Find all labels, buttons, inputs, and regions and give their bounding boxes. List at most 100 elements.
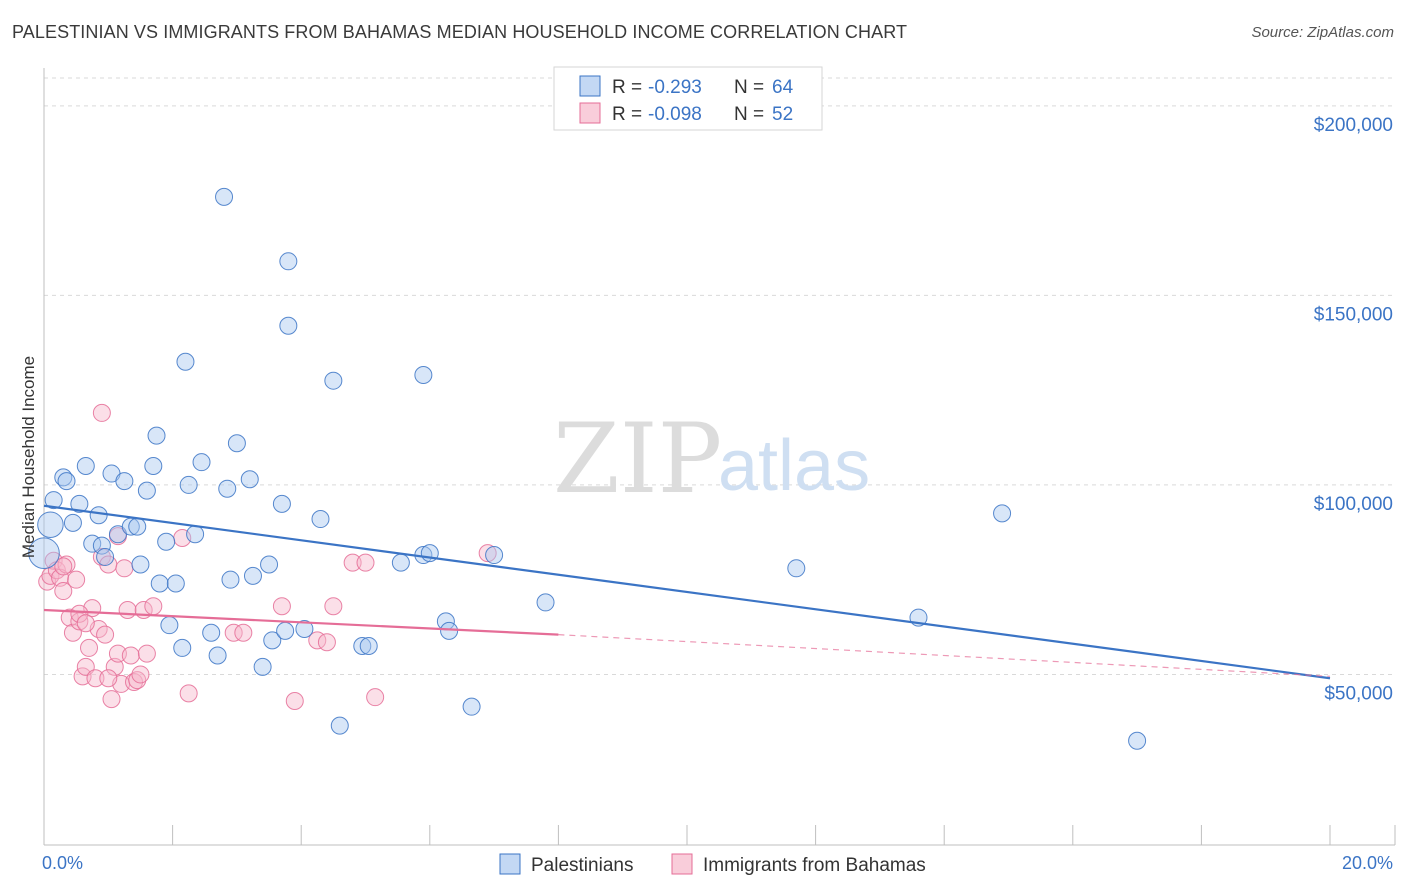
point-palestinians: [131, 555, 150, 574]
point-bahamas: [70, 604, 89, 623]
point-bahamas: [131, 665, 150, 684]
point-bahamas: [234, 623, 253, 642]
point-bahamas: [179, 684, 198, 703]
point-bahamas: [63, 623, 82, 642]
stats-n-value: 52: [772, 104, 793, 125]
point-bahamas: [317, 633, 336, 652]
point-palestinians: [243, 566, 262, 585]
x-tick-label-max: 20.0%: [1342, 853, 1393, 873]
point-palestinians: [63, 513, 82, 532]
point-bahamas: [478, 544, 497, 563]
point-bahamas: [128, 671, 147, 690]
point-palestinians: [311, 510, 330, 529]
point-palestinians: [295, 619, 314, 638]
point-palestinians: [202, 623, 221, 642]
point-palestinians: [353, 637, 372, 656]
point-bahamas: [285, 691, 304, 710]
point-palestinians: [176, 352, 195, 371]
point-palestinians: [157, 532, 176, 551]
stats-n-label: N =: [734, 77, 764, 98]
trend-line-palestinians: [43, 504, 1331, 680]
point-bahamas: [366, 688, 385, 707]
point-palestinians: [240, 470, 259, 489]
point-bahamas: [92, 403, 111, 422]
point-bahamas: [99, 669, 118, 688]
point-palestinians: [330, 716, 349, 735]
watermark-zip: ZIP: [553, 403, 722, 515]
point-palestinians: [260, 555, 279, 574]
x-tick-labels: 0.0% 20.0%: [42, 853, 1393, 873]
point-palestinians: [57, 472, 76, 491]
point-palestinians: [115, 472, 134, 491]
point-bahamas: [67, 570, 86, 589]
trend-lines: [43, 504, 1331, 680]
point-palestinians: [137, 481, 156, 500]
stats-legend: R = -0.293 N = 64 R = -0.098 N = 52: [553, 66, 823, 131]
point-palestinians: [147, 426, 166, 445]
point-palestinians: [128, 517, 147, 536]
point-palestinians: [166, 574, 185, 593]
stats-r-value: -0.293: [648, 77, 702, 98]
point-palestinians: [186, 525, 205, 544]
point-bahamas: [51, 568, 70, 587]
point-palestinians: [28, 537, 60, 569]
y-tick-label: $50,000: [1324, 683, 1393, 704]
point-bahamas: [224, 623, 243, 642]
x-tick-label-min: 0.0%: [42, 853, 83, 873]
series-legend-label: Immigrants from Bahamas: [703, 855, 926, 876]
point-palestinians: [787, 559, 806, 578]
point-palestinians: [150, 574, 169, 593]
point-bahamas: [102, 690, 121, 709]
point-palestinians: [993, 504, 1012, 523]
point-palestinians: [391, 553, 410, 572]
series-legend: Palestinians Immigrants from Bahamas: [499, 853, 926, 876]
point-bahamas: [144, 597, 163, 616]
point-bahamas: [125, 673, 144, 692]
point-palestinians: [414, 366, 433, 385]
point-palestinians: [76, 456, 95, 475]
point-bahamas: [324, 597, 343, 616]
point-palestinians: [227, 434, 246, 453]
axes: [43, 68, 1396, 846]
point-palestinians: [253, 657, 272, 676]
point-bahamas: [76, 614, 95, 633]
point-bahamas: [86, 669, 105, 688]
watermark-atlas: atlas: [718, 426, 870, 506]
series-legend-swatch: [499, 853, 521, 875]
trend-line-bahamas-extension: [558, 634, 1331, 677]
y-tick-labels: $50,000 $100,000 $150,000 $200,000: [1314, 115, 1393, 705]
point-palestinians: [144, 456, 163, 475]
stats-legend-swatch: [579, 102, 601, 124]
point-bahamas: [96, 625, 115, 644]
point-bahamas: [121, 646, 140, 665]
stats-r-value: -0.098: [648, 104, 702, 125]
point-bahamas: [60, 608, 79, 627]
point-bahamas: [343, 553, 362, 572]
stats-n-label: N =: [734, 104, 764, 125]
point-palestinians: [279, 316, 298, 335]
y-tick-label: $100,000: [1314, 494, 1393, 515]
point-palestinians: [160, 616, 179, 635]
y-axis-title: Median Household Income: [19, 356, 38, 558]
stats-n-value: 64: [772, 77, 794, 98]
point-bahamas: [118, 601, 137, 620]
gridlines: [44, 77, 1395, 675]
watermark: ZIP atlas: [553, 403, 870, 515]
point-palestinians: [37, 511, 64, 538]
point-palestinians: [192, 453, 211, 472]
point-palestinians: [324, 371, 343, 390]
point-bahamas: [80, 638, 99, 657]
point-bahamas: [115, 559, 134, 578]
point-palestinians: [485, 546, 504, 565]
point-bahamas: [57, 555, 76, 574]
point-palestinians: [462, 697, 481, 716]
trend-line-bahamas: [43, 608, 559, 636]
point-palestinians: [218, 479, 237, 498]
series-legend-label: Palestinians: [531, 855, 633, 876]
point-bahamas: [137, 644, 156, 663]
point-palestinians: [272, 494, 291, 513]
source-credit: Source: ZipAtlas.com: [1251, 24, 1394, 41]
y-tick-label: $200,000: [1314, 115, 1393, 136]
chart-title: PALESTINIAN VS IMMIGRANTS FROM BAHAMAS M…: [12, 22, 908, 42]
